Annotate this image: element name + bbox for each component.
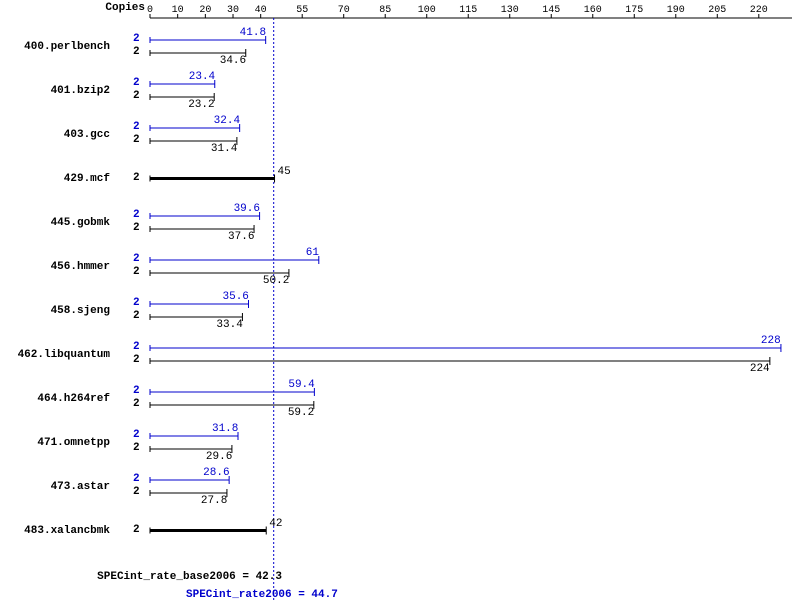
- svg-text:30: 30: [227, 5, 239, 16]
- svg-text:115: 115: [459, 5, 477, 16]
- copies-peak: 2: [133, 33, 140, 45]
- copies-base: 2: [133, 266, 140, 278]
- copies-base: 2: [133, 310, 140, 322]
- value-peak: 228: [761, 335, 781, 347]
- value-base: 23.2: [188, 99, 214, 111]
- value-base: 224: [750, 363, 770, 375]
- bench-label: 471.omnetpp: [37, 437, 110, 449]
- value-base: 50.2: [263, 275, 289, 287]
- bench-label: 400.perlbench: [24, 41, 110, 53]
- copies-base: 2: [133, 354, 140, 366]
- copies-header: Copies: [105, 2, 145, 14]
- svg-text:190: 190: [667, 5, 685, 16]
- value-peak: 39.6: [234, 203, 260, 215]
- bench-label: 445.gobmk: [51, 217, 110, 229]
- summary-peak: SPECint_rate2006 = 44.7: [186, 589, 338, 601]
- copies-peak: 2: [133, 341, 140, 353]
- value-peak: 61: [306, 247, 319, 259]
- copies-base: 2: [133, 46, 140, 58]
- summary-base: SPECint_rate_base2006 = 42.3: [97, 571, 282, 583]
- chart-svg: 0102030405570851001151301451601751902052…: [0, 0, 799, 606]
- svg-text:70: 70: [338, 5, 350, 16]
- value-peak: 41.8: [240, 27, 266, 39]
- value-peak: 32.4: [214, 115, 240, 127]
- value-base: 29.6: [206, 451, 232, 463]
- copies-peak: 2: [133, 121, 140, 133]
- bench-label: 462.libquantum: [18, 349, 110, 361]
- bench-label: 429.mcf: [64, 173, 110, 185]
- value-peak: 28.6: [203, 467, 229, 479]
- copies-peak: 2: [133, 253, 140, 265]
- svg-text:40: 40: [255, 5, 267, 16]
- copies-peak: 2: [133, 429, 140, 441]
- copies-base: 2: [133, 222, 140, 234]
- svg-text:175: 175: [625, 5, 643, 16]
- svg-text:20: 20: [199, 5, 211, 16]
- spec-rate-chart: 0102030405570851001151301451601751902052…: [0, 0, 799, 606]
- copies-peak: 2: [133, 385, 140, 397]
- value-base: 31.4: [211, 143, 237, 155]
- svg-text:55: 55: [296, 5, 308, 16]
- value-base: 27.8: [201, 495, 227, 507]
- copies-base: 2: [133, 90, 140, 102]
- bench-label: 401.bzip2: [51, 85, 110, 97]
- copies-peak: 2: [133, 77, 140, 89]
- bench-label: 456.hmmer: [51, 261, 110, 273]
- copies-peak: 2: [133, 297, 140, 309]
- value-base: 45: [278, 166, 291, 178]
- copies-peak: 2: [133, 209, 140, 221]
- copies-base: 2: [133, 398, 140, 410]
- copies-base: 2: [133, 172, 140, 184]
- bench-label: 403.gcc: [64, 129, 110, 141]
- svg-text:100: 100: [418, 5, 436, 16]
- svg-text:145: 145: [542, 5, 560, 16]
- bench-label: 458.sjeng: [51, 305, 110, 317]
- copies-base: 2: [133, 486, 140, 498]
- copies-peak: 2: [133, 473, 140, 485]
- value-base: 42: [269, 518, 282, 530]
- svg-text:205: 205: [708, 5, 726, 16]
- value-base: 33.4: [216, 319, 242, 331]
- copies-base: 2: [133, 442, 140, 454]
- value-base: 34.6: [220, 55, 246, 67]
- svg-text:85: 85: [379, 5, 391, 16]
- value-peak: 23.4: [189, 71, 215, 83]
- bench-label: 483.xalancbmk: [24, 525, 110, 537]
- copies-base: 2: [133, 524, 140, 536]
- value-peak: 59.4: [288, 379, 314, 391]
- bench-label: 473.astar: [51, 481, 110, 493]
- value-base: 59.2: [288, 407, 314, 419]
- svg-text:220: 220: [750, 5, 768, 16]
- value-base: 37.6: [228, 231, 254, 243]
- copies-base: 2: [133, 134, 140, 146]
- svg-text:160: 160: [584, 5, 602, 16]
- value-peak: 35.6: [223, 291, 249, 303]
- value-peak: 31.8: [212, 423, 238, 435]
- svg-text:130: 130: [501, 5, 519, 16]
- svg-text:10: 10: [172, 5, 184, 16]
- bench-label: 464.h264ref: [37, 393, 110, 405]
